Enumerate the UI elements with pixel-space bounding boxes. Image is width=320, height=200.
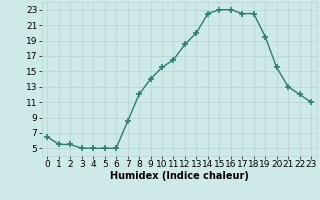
- X-axis label: Humidex (Indice chaleur): Humidex (Indice chaleur): [110, 171, 249, 181]
